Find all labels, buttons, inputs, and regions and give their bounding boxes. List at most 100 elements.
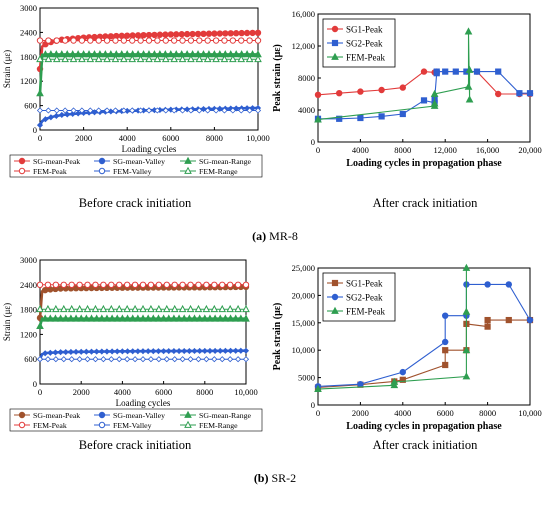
y-tick-label: 2400 [20,27,37,37]
data-point [83,304,92,313]
data-point [234,281,242,288]
data-point [248,50,257,58]
data-point [47,114,54,121]
y-tick-label: 1200 [20,76,37,86]
data-point [70,107,77,114]
data-point [136,54,145,63]
data-point [495,68,502,75]
data-point [84,356,91,363]
data-point [166,50,175,58]
data-point [336,115,343,122]
data-point [96,50,104,58]
x-tick-label: 8000 [479,408,496,418]
data-point [196,107,203,114]
data-point [442,68,449,75]
y-axis-label: Strain (με) [2,303,12,341]
data-point [63,50,72,58]
x-tick-label: 6000 [155,387,172,397]
data-point [175,347,183,355]
data-point [87,314,96,322]
data-point [462,372,471,380]
data-point [205,30,213,37]
data-point [44,281,52,288]
data-point [484,323,491,330]
data-point [179,281,186,288]
data-point [505,316,512,324]
y-tick-label: 4000 [298,105,315,115]
data-point [242,314,250,322]
data-point [181,347,188,355]
data-point [145,54,153,63]
data-point [237,314,245,322]
x-tick-label: 20,000 [518,145,541,155]
data-point [74,50,82,58]
data-point [108,356,115,363]
legend-label: FEM-Peak [33,421,67,430]
data-point [67,304,76,313]
data-point [154,107,161,114]
data-point [227,30,234,37]
legend-marker [331,279,339,287]
data-point [213,107,220,114]
data-point [36,54,44,63]
data-point [51,314,60,322]
data-point [204,37,211,44]
data-point [246,37,253,44]
data-point [117,50,126,58]
data-point [221,107,228,114]
data-point [242,356,250,363]
data-point [123,304,131,313]
data-point [103,314,111,322]
data-point [249,29,256,37]
data-point [173,31,180,38]
data-point [52,54,61,63]
data-point [92,356,99,363]
data-point [212,54,220,63]
data-point [123,314,132,322]
data-point [128,314,137,322]
data-point [163,281,170,288]
data-point [226,50,235,58]
data-point [145,107,153,114]
panel-label-b: (b) SR-2 [254,471,296,485]
data-point [156,50,164,58]
data-point [83,348,90,355]
data-point [203,281,210,288]
data-point [42,116,49,123]
legend-marker [184,156,192,164]
data-point [149,314,158,322]
data-point [526,316,534,324]
y-tick-label: 1800 [20,52,37,62]
data-point [194,50,202,58]
data-point [254,37,262,44]
data-point [200,314,209,322]
data-point [59,304,68,313]
data-point [473,68,481,75]
y-tick-label: 20,000 [292,290,315,300]
data-point [134,32,142,39]
plot-frame [317,267,531,406]
data-point [245,54,254,63]
data-point [221,314,230,322]
x-axis-label: Loading cycles in propagation phase [346,421,502,432]
legend-label: SG-mean-Peak [33,411,80,420]
data-point [235,356,242,363]
x-tick-label: 4000 [114,387,131,397]
data-point [187,54,195,63]
data-point [103,54,111,63]
data-point [203,54,212,63]
data-point [170,348,177,355]
data-point [229,37,237,44]
data-point [172,50,181,58]
data-point [229,107,236,114]
data-point [104,107,111,114]
series-line [317,319,530,389]
data-point [67,314,75,322]
legend-marker [98,167,106,175]
panel-label-b-letter: (b) [254,471,269,485]
data-point [118,314,127,322]
legend-label: SG-mean-Peak [33,157,80,166]
chart-mr8-before: 0 2000 4000 6000 8000 10,000 0 600 1200 1800 2400 3… [2,3,270,178]
data-point [462,345,471,354]
